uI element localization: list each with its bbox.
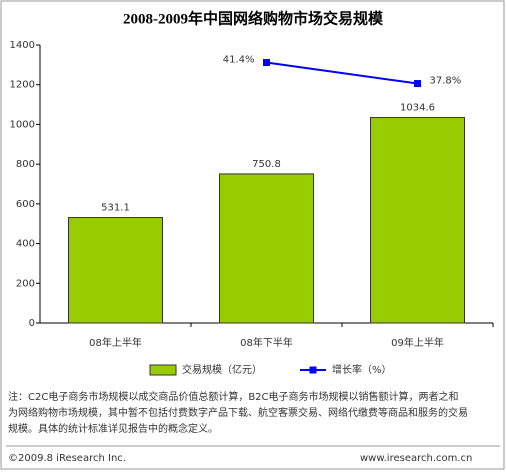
y-tick-label: 1200: [10, 80, 35, 91]
legend-swatch: [149, 364, 177, 376]
line: [266, 61, 418, 85]
legend-label: 增长率（%）: [332, 363, 392, 376]
x-tick-label: 08年上半年: [89, 336, 142, 349]
value-label: 750.8: [252, 159, 281, 170]
x-tick-label: 09年上半年: [391, 336, 444, 349]
line-marker: [414, 80, 421, 88]
value-label: 1034.6: [400, 103, 435, 114]
y-tick-label: 200: [16, 278, 35, 289]
value-label: 531.1: [101, 203, 130, 214]
y-tick-label: 1000: [10, 119, 35, 130]
chart-title: 2008-2009年中国网络购物市场交易规模: [123, 9, 384, 27]
y-tick-label: 0: [29, 318, 35, 329]
y-tick-label: 800: [16, 159, 35, 170]
value-label: 37.8%: [430, 76, 462, 87]
copyright: ©2009.8 iResearch Inc.: [8, 453, 126, 464]
note: 规模。具体的统计标准详见报告中的概念定义。: [8, 422, 218, 435]
bar: [219, 173, 314, 324]
legend-label: 交易规模（亿元）: [182, 363, 262, 376]
note: 注：C2C电子商务市场规模以成交商品价值总额计算，B2C电子商务市场规模以销售额…: [8, 390, 459, 403]
y-tick-label: 400: [16, 239, 35, 250]
line-marker: [263, 59, 270, 67]
value-label: 41.4%: [223, 55, 255, 66]
website: www.iresearch.com.cn: [360, 453, 472, 464]
note: 为网络购物市场规模，其中暂不包括付费数字产品下载、航空客票交易、网络代缴费等商品…: [8, 406, 468, 419]
y-tick-label: 600: [16, 199, 35, 210]
legend-swatch: [309, 366, 317, 374]
bar: [370, 117, 465, 324]
bar: [68, 217, 163, 324]
y-tick-label: 1400: [10, 40, 35, 51]
x-tick-label: 08年下半年: [240, 336, 293, 349]
